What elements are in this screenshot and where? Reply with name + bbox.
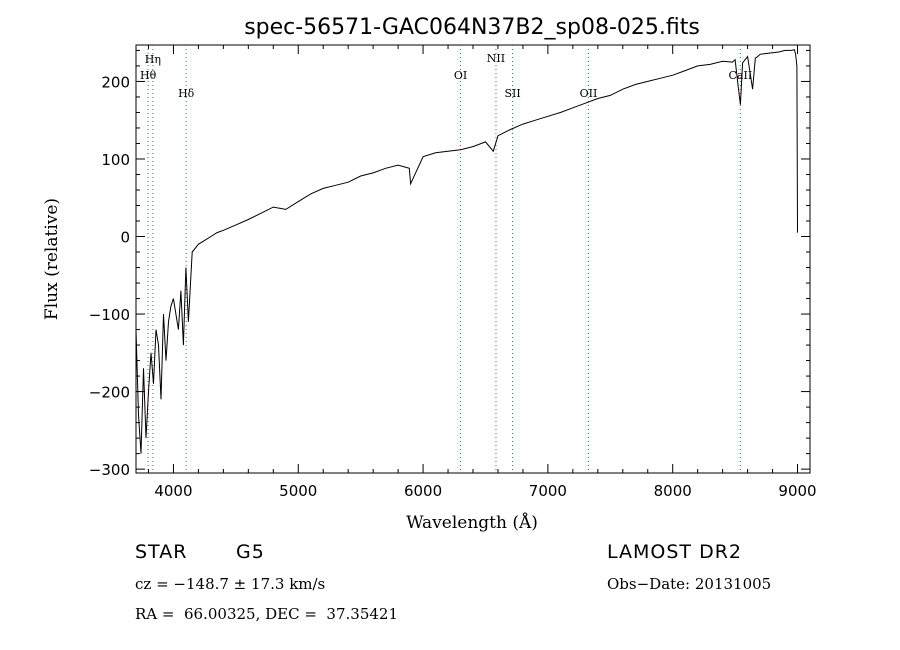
obs-date: Obs−Date: 20131005 [607,575,772,593]
x-tick-label: 7000 [529,482,567,500]
y-tick-label: 0 [120,229,130,247]
chart-title: spec-56571-GAC064N37B2_sp08-025.fits [244,15,700,40]
spectral-line-label: Hη [145,53,161,66]
y-tick-label: 100 [101,151,130,169]
x-tick-label: 6000 [404,482,442,500]
spectral-line-label: OI [454,69,467,82]
spectrum-line [135,49,798,454]
spectral-line-label: OII [580,87,598,100]
y-tick-label: −200 [89,384,130,402]
spectral-line-label: SII [504,87,520,100]
spectral-lines: Hη Hθ Hδ OI NII SII OII CaII [140,45,752,473]
y-tick-label: 200 [101,73,130,91]
spectral-line-label: Hθ [140,69,157,82]
redshift-readout: cz = −148.7 ± 17.3 km/s [135,575,326,593]
plot-frame [135,44,811,474]
x-axis-label: Wavelength (Å) [406,512,538,533]
y-tick-label: −300 [89,461,130,479]
survey-label: LAMOST DR2 [607,541,742,563]
spectral-line-label: Hδ [178,87,195,100]
axis-ticks: 4000 5000 6000 7000 8000 9000 −300 −200 −100 0 100… [89,45,817,500]
spectral-line-label: NII [487,52,505,65]
object-subclass: G5 [236,541,265,563]
x-tick-label: 5000 [279,482,317,500]
x-tick-label: 4000 [154,482,192,500]
object-class: STAR [135,541,188,563]
x-tick-label: 9000 [778,482,816,500]
coordinates-readout: RA = 66.00325, DEC = 37.35421 [135,605,399,623]
x-tick-label: 8000 [654,482,692,500]
y-tick-label: −100 [89,306,130,324]
y-axis-label: Flux (relative) [42,198,62,320]
spectral-line-label: CaII [729,69,753,82]
